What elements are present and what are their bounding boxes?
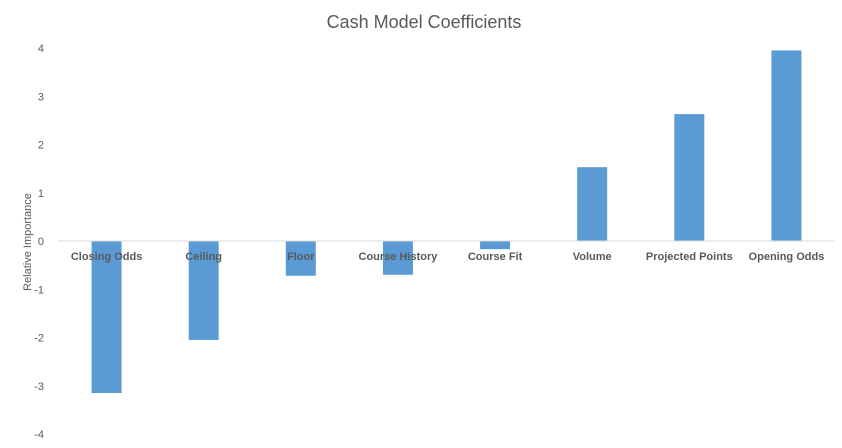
y-axis-label: Relative Importance xyxy=(22,193,34,291)
category-label: Ceiling xyxy=(185,251,222,263)
bar xyxy=(771,50,802,241)
y-tick-label: -4 xyxy=(34,429,44,441)
bar xyxy=(674,114,705,241)
category-label: Opening Odds xyxy=(749,251,825,263)
y-tick-label: -1 xyxy=(34,284,44,296)
y-tick-label: 3 xyxy=(38,91,44,103)
bar xyxy=(577,167,608,241)
y-tick-label: 0 xyxy=(38,236,44,248)
y-tick-label: 4 xyxy=(38,43,44,55)
category-label: Volume xyxy=(573,251,612,263)
y-tick-label: -3 xyxy=(34,381,44,393)
category-label: Floor xyxy=(287,251,315,263)
y-tick-label: -2 xyxy=(34,333,44,345)
category-label: Projected Points xyxy=(646,251,733,263)
category-labels: Closing Odds Ceiling Floor Course History Co… xyxy=(71,251,825,263)
chart-title: Cash Model Coefficients xyxy=(327,12,522,32)
y-tick-label: 1 xyxy=(38,188,44,200)
bars xyxy=(91,50,802,393)
bar xyxy=(91,241,122,393)
bar xyxy=(480,241,511,250)
bar xyxy=(188,241,219,340)
y-tick-labels: -4 -3 -2 -1 0 1 2 3 4 xyxy=(34,43,44,441)
category-label: Closing Odds xyxy=(71,251,143,263)
bar xyxy=(382,241,413,275)
bar xyxy=(285,241,316,276)
category-label: Course Fit xyxy=(468,251,523,263)
y-tick-label: 2 xyxy=(38,140,44,152)
category-label: Course History xyxy=(359,251,439,263)
